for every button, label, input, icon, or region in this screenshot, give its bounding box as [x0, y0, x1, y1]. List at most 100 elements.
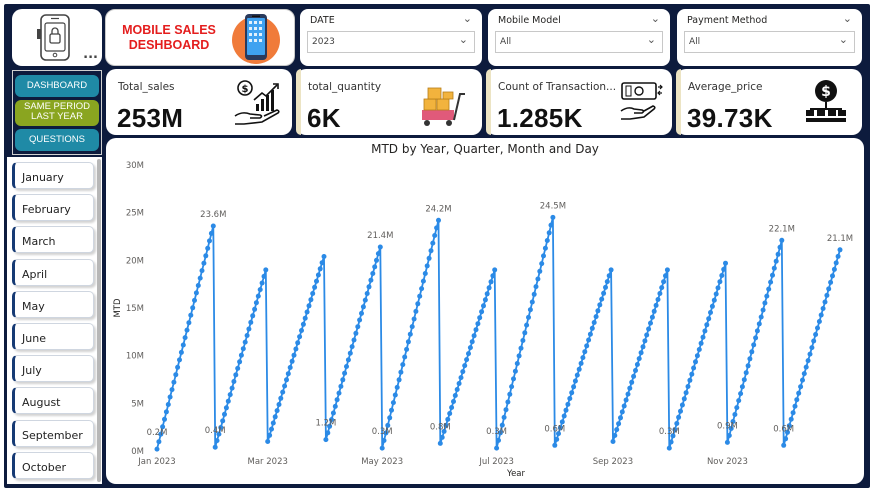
data-point — [192, 297, 197, 303]
data-point — [439, 434, 445, 440]
mobile-model-dropdown[interactable]: All ⌄ — [495, 31, 663, 53]
kpi-card-total-sales: Total_sales 253M $ — [106, 69, 292, 135]
data-point — [700, 334, 706, 340]
chevron-down-icon[interactable]: ⌄ — [838, 33, 848, 46]
data-point — [424, 263, 430, 269]
data-point — [471, 333, 477, 339]
data-point — [764, 293, 770, 299]
page-navigation: DASHBOARD SAME PERIOD LAST YEAR QUESTION… — [12, 70, 102, 155]
date-dropdown[interactable]: 2023 ⌄ — [307, 31, 475, 53]
month-button-january[interactable]: January — [12, 162, 94, 189]
data-point — [745, 363, 751, 369]
data-point — [246, 326, 252, 332]
month-button-june[interactable]: June — [12, 323, 94, 350]
data-point — [481, 303, 486, 309]
dashboard-button[interactable]: DASHBOARD — [15, 75, 99, 97]
month-button-may[interactable]: May — [12, 290, 94, 318]
data-point — [396, 377, 402, 383]
data-point — [629, 379, 635, 385]
data-point — [747, 356, 753, 362]
data-point — [681, 396, 687, 402]
data-label: 0.8M — [430, 422, 451, 432]
data-point — [212, 444, 218, 450]
mobile-model-slicer[interactable]: Mobile Model ⌄ All ⌄ — [488, 9, 670, 66]
month-scrollbar[interactable] — [97, 159, 101, 482]
data-point — [768, 279, 774, 285]
kpi-card-average-price: Average_price 39.73K $ — [676, 69, 862, 135]
data-point — [222, 411, 227, 417]
data-point — [796, 390, 802, 396]
data-point — [375, 251, 381, 257]
data-point — [306, 303, 312, 309]
month-button-march[interactable]: March — [12, 226, 94, 254]
month-button-february[interactable]: February — [12, 194, 94, 222]
data-label: 24.5M — [540, 201, 566, 211]
month-button-september[interactable]: September — [12, 419, 94, 447]
y-tick-label: 10M — [126, 352, 144, 362]
data-point — [347, 350, 353, 356]
same-period-last-year-button[interactable]: SAME PERIOD LAST YEAR — [15, 100, 99, 126]
questions-button[interactable]: QUESTIONS — [15, 129, 99, 151]
data-point — [317, 266, 323, 272]
data-point — [674, 421, 680, 426]
data-point — [441, 428, 447, 434]
y-axis-title: MTD — [113, 298, 123, 318]
data-point — [238, 352, 244, 358]
data-point — [355, 324, 361, 330]
data-point — [610, 439, 616, 444]
data-point — [591, 320, 597, 325]
page-title: MOBILE SALES DESHBOARD — [114, 23, 224, 53]
data-point — [394, 384, 400, 390]
y-tick-label: 20M — [126, 256, 144, 266]
month-button-april[interactable]: April — [12, 258, 94, 286]
data-point — [304, 309, 310, 315]
data-point — [522, 330, 528, 336]
data-point — [826, 286, 832, 292]
data-point — [312, 284, 318, 290]
data-point — [809, 345, 815, 351]
data-point — [717, 279, 723, 285]
more-options-icon[interactable]: ... — [83, 47, 98, 62]
data-point — [372, 264, 378, 270]
data-point — [574, 372, 580, 378]
date-slicer[interactable]: DATE ⌄ 2023 ⌄ — [300, 9, 482, 66]
data-point — [640, 344, 646, 350]
data-point — [415, 301, 421, 307]
data-point — [603, 284, 608, 290]
chevron-down-icon[interactable]: ⌄ — [650, 12, 660, 25]
x-tick-label: Nov 2023 — [707, 457, 748, 467]
data-point — [698, 340, 704, 346]
data-point — [565, 401, 571, 407]
chevron-down-icon[interactable]: ⌄ — [458, 33, 468, 46]
chevron-down-icon[interactable]: ⌄ — [646, 33, 656, 46]
data-point — [683, 390, 689, 396]
data-point — [336, 390, 342, 396]
data-point — [299, 328, 304, 333]
data-point — [175, 364, 181, 370]
data-point — [760, 307, 766, 313]
data-point — [642, 338, 648, 344]
month-button-october[interactable]: October — [12, 451, 94, 479]
data-point — [330, 410, 336, 416]
data-point — [261, 273, 267, 279]
data-point — [689, 371, 695, 377]
data-point — [252, 306, 258, 312]
month-button-july[interactable]: July — [12, 355, 94, 383]
data-label: 0.3M — [659, 427, 680, 437]
chart-canvas: 0M 5M 10M 15M 20M 25M 30M MTD Jan 2023 Mar 2023 Ma… — [113, 161, 853, 479]
data-point — [520, 338, 526, 343]
data-point — [177, 357, 182, 363]
chevron-down-icon[interactable]: ⌄ — [462, 12, 472, 25]
date-dropdown-value: 2023 — [312, 37, 335, 47]
payment-method-dropdown[interactable]: All ⌄ — [684, 31, 855, 53]
data-point — [785, 429, 790, 435]
data-label: 21.1M — [827, 234, 853, 244]
data-point — [377, 244, 383, 250]
chevron-down-icon[interactable]: ⌄ — [842, 12, 852, 25]
data-point — [417, 293, 423, 299]
data-point — [319, 260, 325, 266]
data-point — [552, 442, 558, 448]
month-button-august[interactable]: August — [12, 387, 94, 415]
data-point — [715, 285, 721, 291]
payment-method-slicer[interactable]: Payment Method ⌄ All ⌄ — [677, 9, 862, 66]
